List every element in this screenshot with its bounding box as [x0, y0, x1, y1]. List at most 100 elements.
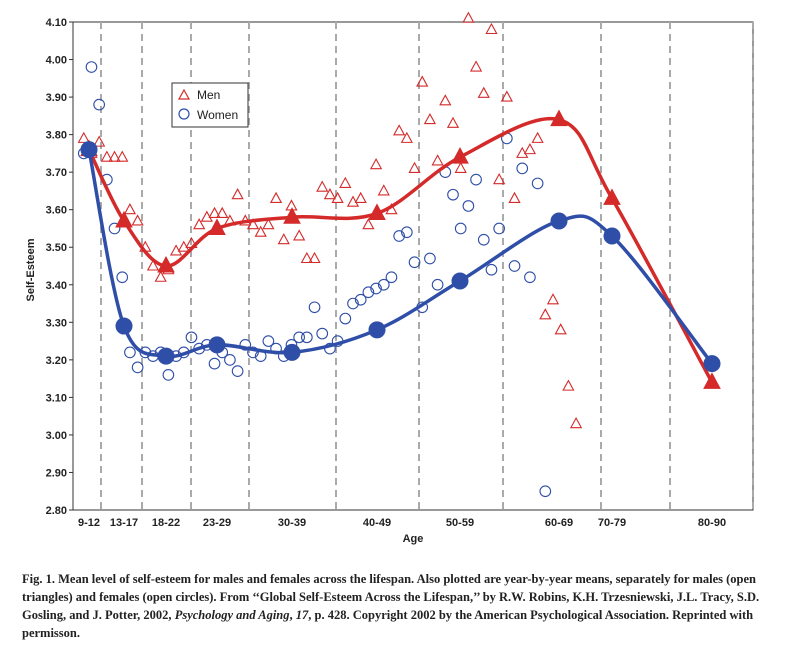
- men-yearly-point: [354, 191, 367, 203]
- women-yearly-point: [124, 346, 136, 359]
- men-yearly-points: [77, 11, 583, 429]
- men-yearly-point: [377, 184, 390, 196]
- x-axis: 9-12 13-17 18-22 23-29 30-39 40-49 50-59 60-69 7…: [78, 517, 726, 529]
- women-yearly-point: [447, 188, 459, 201]
- women-yearly-point: [539, 485, 552, 498]
- women-yearly-point: [462, 200, 475, 212]
- women-yearly-point: [293, 331, 306, 344]
- men-yearly-point: [531, 131, 544, 143]
- women-mean-marker: [80, 141, 98, 159]
- men-yearly-point: [508, 191, 521, 203]
- men-mean-marker: [451, 147, 469, 164]
- women-yearly-point: [308, 301, 321, 314]
- men-yearly-point: [316, 180, 329, 192]
- y-tick-label: 4.10: [46, 17, 67, 29]
- men-yearly-point: [477, 86, 490, 98]
- women-yearly-point: [424, 252, 436, 265]
- women-yearly-point: [162, 369, 175, 381]
- men-yearly-point: [562, 379, 575, 391]
- men-yearly-point: [393, 124, 406, 136]
- men-yearly-point: [100, 150, 113, 162]
- caption-volume: 17: [295, 608, 309, 622]
- y-tick-label: 3.80: [46, 130, 67, 142]
- women-yearly-points: [77, 61, 552, 498]
- men-yearly-point: [231, 188, 244, 200]
- legend-label-women: Women: [197, 108, 238, 122]
- women-yearly-point: [339, 312, 352, 325]
- women-mean-marker: [368, 321, 386, 339]
- women-mean-marker: [115, 317, 133, 335]
- men-yearly-point: [485, 22, 498, 35]
- x-tick-label: 40-49: [363, 517, 391, 529]
- men-yearly-point: [339, 176, 352, 188]
- women-yearly-point: [393, 230, 406, 242]
- chart: 2.80 2.90 3.00 3.10 3.20 3.30 3.40 3.50 3.60 3.70…: [25, 11, 754, 545]
- women-category-means: [80, 141, 721, 373]
- men-yearly-point: [416, 75, 429, 87]
- y-tick-label: 3.30: [46, 317, 67, 329]
- men-yearly-point: [93, 135, 106, 147]
- women-yearly-point: [454, 222, 467, 235]
- men-yearly-point: [77, 131, 90, 143]
- women-yearly-point: [231, 365, 244, 377]
- women-yearly-point: [493, 222, 506, 235]
- women-yearly-point: [347, 297, 359, 310]
- women-yearly-point: [531, 177, 544, 190]
- men-yearly-point: [462, 11, 475, 23]
- legend-triangle-icon: [177, 88, 191, 100]
- women-yearly-point: [362, 286, 375, 299]
- men-yearly-point: [331, 191, 344, 203]
- men-yearly-point: [154, 270, 167, 282]
- men-mean-marker: [603, 188, 621, 205]
- men-yearly-point: [208, 206, 221, 218]
- women-mean-marker: [157, 347, 175, 365]
- men-yearly-point: [431, 154, 444, 166]
- women-mean-marker: [603, 227, 621, 245]
- x-tick-label: 9-12: [78, 517, 100, 529]
- women-mean-marker: [550, 212, 568, 230]
- women-yearly-point: [300, 331, 313, 344]
- men-yearly-point: [300, 251, 313, 264]
- men-yearly-point: [446, 116, 460, 128]
- x-tick-label: 60-69: [545, 517, 573, 529]
- women-yearly-point: [247, 346, 259, 359]
- women-yearly-point: [431, 278, 444, 291]
- women-yearly-point: [85, 61, 98, 73]
- men-mean-marker: [703, 372, 721, 389]
- men-yearly-point: [500, 90, 513, 102]
- women-yearly-point: [524, 271, 536, 284]
- x-axis-title: Age: [403, 533, 424, 545]
- caption-journal: Psychology and Aging: [174, 608, 290, 622]
- women-yearly-point: [93, 98, 106, 111]
- men-yearly-point: [569, 417, 583, 429]
- y-tick-label: 3.20: [46, 355, 67, 367]
- y-tick-label: 3.50: [46, 242, 67, 254]
- x-tick-label: 70-79: [598, 517, 626, 529]
- men-yearly-point: [323, 188, 337, 200]
- men-yearly-point: [546, 293, 560, 305]
- women-yearly-point: [385, 271, 398, 284]
- women-yearly-point: [224, 353, 236, 366]
- men-yearly-point: [269, 191, 283, 203]
- y-tick-label: 3.00: [46, 430, 67, 442]
- men-trend-curve: [87, 116, 714, 384]
- men-yearly-point: [293, 229, 306, 241]
- x-tick-label: 13-17: [110, 517, 138, 529]
- women-yearly-point: [408, 256, 421, 269]
- men-mean-marker: [550, 109, 568, 127]
- y-tick-label: 3.10: [46, 392, 67, 404]
- y-axis-title: Self-Esteem: [25, 238, 37, 301]
- women-yearly-point: [485, 263, 498, 276]
- women-yearly-point: [208, 357, 221, 370]
- y-tick-label: 3.70: [46, 167, 67, 179]
- women-yearly-point: [377, 278, 390, 291]
- figure-caption: Fig. 1. Mean level of self-esteem for ma…: [22, 570, 782, 642]
- men-yearly-point: [523, 142, 537, 155]
- y-tick-label: 3.40: [46, 280, 67, 292]
- men-yearly-point: [539, 308, 552, 320]
- men-mean-marker: [283, 207, 301, 224]
- men-yearly-point: [254, 225, 267, 237]
- y-tick-label: 3.60: [46, 205, 67, 217]
- men-mean-marker: [368, 203, 386, 220]
- men-yearly-point: [493, 173, 506, 185]
